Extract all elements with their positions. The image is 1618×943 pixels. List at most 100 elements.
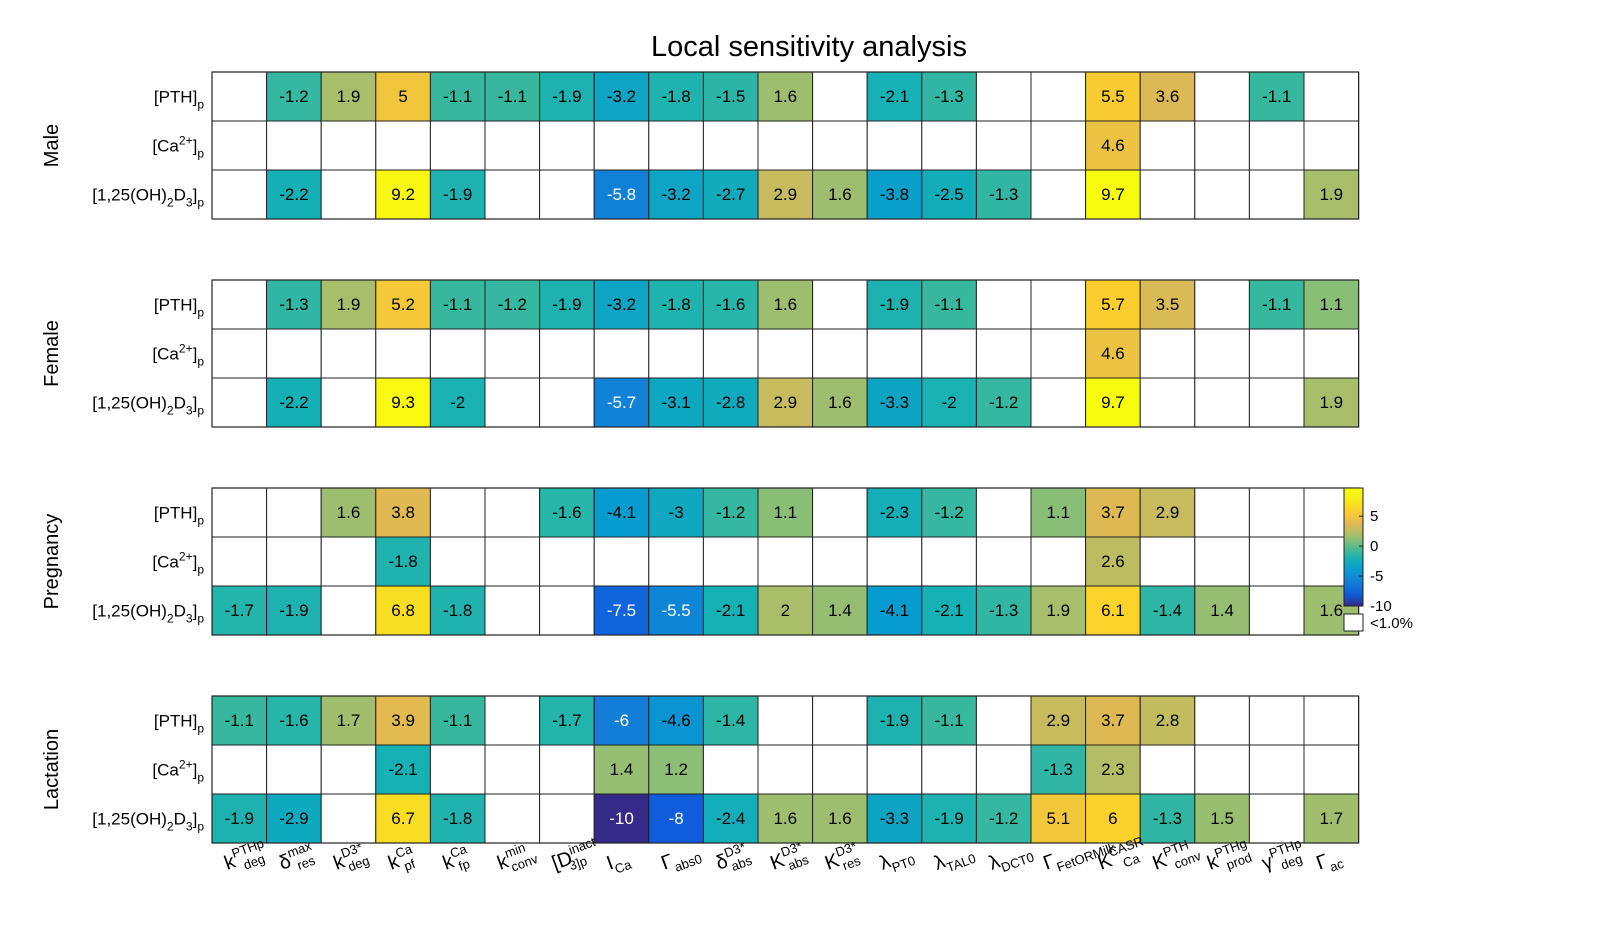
- cell-value-label: -8: [669, 809, 684, 828]
- heatmap-cell-pregnancy-2-10: [757, 585, 814, 636]
- cell-value-label: -5.7: [607, 393, 636, 412]
- column-label-6: [Dinact3]p: [548, 834, 603, 879]
- row-label-2-1: [Ca2+]p: [152, 550, 204, 577]
- heatmap-cell-pregnancy-0-4: [429, 487, 486, 538]
- heatmap-cell-lactation-2-5: [484, 793, 541, 844]
- heatmap-cell-lactation-1-6: [539, 744, 595, 795]
- heatmap-cell-male-0-20: [1303, 71, 1360, 122]
- heatmap-cell-female-2-7: [593, 377, 650, 428]
- cell-value-label: 4.6: [1101, 136, 1125, 155]
- cell-value-label: -6: [614, 711, 629, 730]
- cell-value-label: -5.8: [607, 185, 636, 204]
- cell-value-label: -1.9: [279, 601, 308, 620]
- heatmap-cell-male-0-11: [812, 71, 868, 122]
- cell-value-label: -1.6: [279, 711, 308, 730]
- cell-value-label: -2.4: [716, 809, 745, 828]
- heatmap-cell-male-1-19: [1248, 120, 1305, 171]
- heatmap-cell-pregnancy-0-15: [1030, 487, 1087, 538]
- column-label-2: kD3*deg: [329, 839, 371, 879]
- cell-value-label: 1.6: [828, 393, 852, 412]
- cell-value-label: -3.2: [607, 295, 636, 314]
- heatmap-cell-male-2-7: [593, 169, 650, 220]
- heatmap-cell-male-2-20: [1303, 169, 1360, 220]
- heatmap-cell-male-2-3: [375, 169, 431, 220]
- heatmap-cell-lactation-1-9: [702, 744, 759, 795]
- cell-value-label: -1.1: [934, 711, 963, 730]
- heatmap-cell-female-2-5: [484, 377, 541, 428]
- cell-value-label: -1.9: [934, 809, 963, 828]
- heatmap-cell-lactation-1-3: [375, 744, 431, 795]
- heatmap-cell-female-2-13: [921, 377, 977, 428]
- cell-value-label: -1.8: [661, 295, 690, 314]
- cell-value-label: -1.2: [279, 87, 308, 106]
- heatmap-cell-lactation-1-17: [1139, 744, 1196, 795]
- heatmap-cell-male-2-5: [484, 169, 541, 220]
- heatmap-cell-pregnancy-2-19: [1248, 585, 1305, 636]
- group-label-lactation: Lactation: [41, 729, 63, 810]
- cell-value-label: 2: [781, 601, 790, 620]
- colorbar: [1343, 487, 1364, 607]
- group-label-male: Male: [41, 124, 63, 167]
- cell-value-label: -1.1: [443, 87, 472, 106]
- column-label-8: Γabs0: [658, 841, 704, 879]
- cell-value-label: 2.9: [1046, 711, 1070, 730]
- heatmap-cell-female-0-19: [1248, 279, 1305, 330]
- column-label-18: kPTHgprod: [1203, 835, 1254, 878]
- heatmap-cell-pregnancy-1-13: [921, 536, 977, 587]
- heatmap-cell-pregnancy-1-9: [702, 536, 759, 587]
- heatmap-cell-female-0-2: [320, 279, 377, 330]
- heatmap-cell-male-1-10: [757, 120, 814, 171]
- group-border: [211, 279, 1360, 428]
- heatmap-cell-female-2-18: [1194, 377, 1250, 428]
- heatmap-cell-lactation-2-8: [648, 793, 704, 844]
- heatmap-cell-lactation-1-0: [211, 744, 268, 795]
- chart-title: Local sensitivity analysis: [651, 31, 967, 63]
- heatmap-cell-lactation-1-19: [1248, 744, 1305, 795]
- heatmap-cell-female-2-6: [539, 377, 595, 428]
- heatmap-cell-female-0-14: [975, 279, 1032, 330]
- heatmap-cell-lactation-0-14: [975, 695, 1032, 746]
- heatmap-cell-lactation-2-19: [1248, 793, 1305, 844]
- cell-value-label: -3.3: [880, 393, 909, 412]
- cell-value-label: -1.5: [716, 87, 745, 106]
- heatmap-cell-pregnancy-1-12: [866, 536, 923, 587]
- heatmap-cell-male-1-16: [1085, 120, 1141, 171]
- heatmap-cell-pregnancy-1-8: [648, 536, 704, 587]
- cell-value-label: -2.1: [880, 87, 909, 106]
- heatmap-cell-female-1-19: [1248, 328, 1305, 379]
- cell-value-label: -1.8: [443, 601, 472, 620]
- heatmap-cell-male-2-14: [975, 169, 1032, 220]
- group-border: [211, 695, 1360, 844]
- heatmap-cell-female-1-7: [593, 328, 650, 379]
- heatmap-cell-pregnancy-2-2: [320, 585, 377, 636]
- heatmap-cell-pregnancy-2-5: [484, 585, 541, 636]
- cell-value-label: -1.9: [552, 87, 581, 106]
- heatmap-cell-lactation-1-2: [320, 744, 377, 795]
- row-label-1-1: [Ca2+]p: [152, 342, 204, 369]
- heatmap-plot-area: [PTH]p -1.2 1.9 5 -1.1 -1.1 -1.9 -3.2 -1.8 -1.5 1.…: [41, 71, 1413, 879]
- cell-value-label: -3.3: [880, 809, 909, 828]
- heatmap-cell-pregnancy-0-17: [1139, 487, 1196, 538]
- heatmap-cell-male-0-18: [1194, 71, 1250, 122]
- cell-value-label: -1.2: [716, 503, 745, 522]
- heatmap-cell-female-1-13: [921, 328, 977, 379]
- heatmap-cell-female-2-2: [320, 377, 377, 428]
- heatmap-cell-female-2-12: [866, 377, 923, 428]
- heatmap-cell-female-1-3: [375, 328, 431, 379]
- heatmap-cell-pregnancy-1-7: [593, 536, 650, 587]
- cell-value-label: -1.1: [498, 87, 527, 106]
- colorbar-tick-label: 0: [1370, 538, 1378, 555]
- heatmap-cell-pregnancy-2-11: [812, 585, 868, 636]
- cell-value-label: 2.9: [773, 185, 797, 204]
- cell-value-label: -1.3: [934, 87, 963, 106]
- heatmap-cell-male-0-6: [539, 71, 595, 122]
- heatmap-cell-lactation-1-10: [757, 744, 814, 795]
- cell-value-label: -3.1: [661, 393, 690, 412]
- heatmap-cell-male-1-15: [1030, 120, 1087, 171]
- heatmap-cell-pregnancy-2-7: [593, 585, 650, 636]
- cell-value-label: -2.1: [716, 601, 745, 620]
- cell-value-label: 3.5: [1156, 295, 1180, 314]
- cell-value-label: 1.9: [337, 87, 361, 106]
- column-label-9: δD3*abs: [712, 838, 755, 878]
- heatmap-cell-lactation-2-11: [812, 793, 868, 844]
